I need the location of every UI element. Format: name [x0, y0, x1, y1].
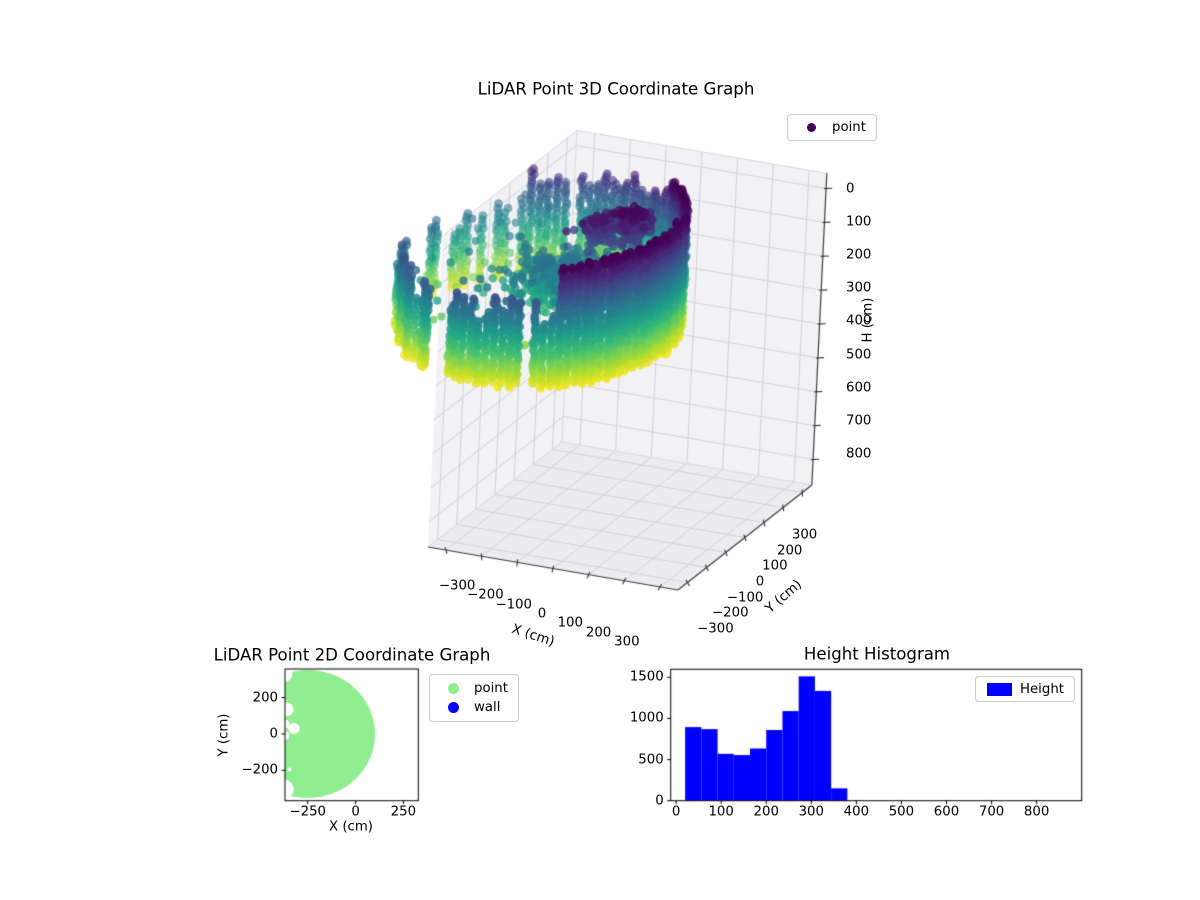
plot3d-legend: point: [787, 114, 877, 141]
plot3d-y-tick-label: 300: [791, 527, 818, 543]
histogram-y-tick-label: 1000: [629, 710, 664, 726]
plot3d-z-tick-label: 400: [846, 313, 872, 329]
plot3d-z-tick-label: 100: [846, 214, 872, 230]
histogram-x-tick-label: 300: [798, 804, 824, 820]
plot3d-z-tick-label: 800: [846, 446, 872, 462]
plot2d-y-tick-label: 200: [252, 689, 278, 705]
histogram-legend: Height: [975, 676, 1075, 702]
histogram-y-tick-label: 500: [638, 751, 664, 767]
histogram-x-tick-label: 800: [1023, 804, 1050, 820]
plot3d-x-tick-label: −300: [438, 578, 476, 594]
plot2d-x-tick-label: −250: [289, 804, 327, 820]
plot3d-y-tick-label: −200: [712, 605, 749, 621]
plot2d-x-tick-label: 0: [351, 804, 360, 820]
histogram-x-tick-label: 500: [888, 804, 915, 820]
plot3d-y-tick-label: 100: [762, 558, 788, 574]
histogram-y-tick-label: 1500: [629, 669, 664, 685]
plot3d-y-tick-label: 200: [777, 542, 803, 558]
plot2d-title: LiDAR Point 2D Coordinate Graph: [213, 645, 491, 665]
legend-item-wall: wall: [430, 698, 518, 717]
legend-marker-point: [806, 123, 816, 132]
plot3d-z-tick-label: 200: [846, 247, 872, 263]
histogram-x-tick-label: 600: [933, 804, 960, 820]
plot3d-x-tick-label: −200: [467, 587, 504, 603]
plot2d-x-axis-label: X (cm): [329, 819, 373, 835]
plot2d-legend: point wall: [429, 674, 519, 722]
histogram-x-tick-label: 100: [708, 804, 734, 820]
legend-marker-point: [447, 683, 459, 694]
plot3d-y-tick-label: −100: [726, 590, 764, 606]
legend-label: point: [832, 120, 866, 135]
plot2d-y-tick-label: −200: [241, 762, 278, 778]
plot3d-x-tick-label: −100: [495, 596, 532, 612]
plot3d-z-tick-label: 600: [846, 379, 872, 395]
plot3d-title: LiDAR Point 3D Coordinate Graph: [477, 79, 755, 99]
histogram-x-tick-label: 400: [843, 804, 870, 820]
legend-label: Height: [1020, 681, 1064, 697]
plot3d-x-tick-label: 300: [614, 634, 640, 650]
histogram-title: Height Histogram: [803, 644, 951, 664]
plot3d-z-tick-label: 300: [846, 280, 872, 296]
plot3d-x-tick-label: 200: [585, 625, 612, 641]
plot3d-z-tick-label: 500: [846, 346, 872, 362]
legend-item-point: point: [788, 118, 876, 137]
plot2d-y-axis-label: Y (cm): [216, 713, 232, 757]
legend-marker-height: [986, 682, 1012, 696]
plot2d-x-tick-label: 250: [390, 804, 417, 820]
legend-label: wall: [474, 700, 501, 715]
legend-item-height: Height: [976, 680, 1074, 699]
plot3d-z-tick-label: 0: [846, 181, 855, 197]
histogram-x-tick-label: 0: [671, 804, 681, 820]
plot3d-x-tick-label: 0: [537, 606, 547, 622]
histogram-x-tick-label: 200: [753, 804, 779, 820]
histogram-x-tick-label: 700: [978, 804, 1005, 820]
plot3d-y-tick-label: 0: [755, 574, 765, 590]
plot3d-x-tick-label: 100: [557, 615, 583, 631]
legend-item-point: point: [430, 679, 518, 698]
plot2d-y-tick-label: 0: [269, 726, 278, 742]
legend-label: point: [474, 681, 508, 696]
plot3d-z-tick-label: 700: [846, 413, 872, 429]
histogram-y-tick-label: 0: [655, 793, 664, 809]
plot3d-y-tick-label: −300: [697, 621, 734, 637]
legend-marker-wall: [447, 702, 459, 713]
